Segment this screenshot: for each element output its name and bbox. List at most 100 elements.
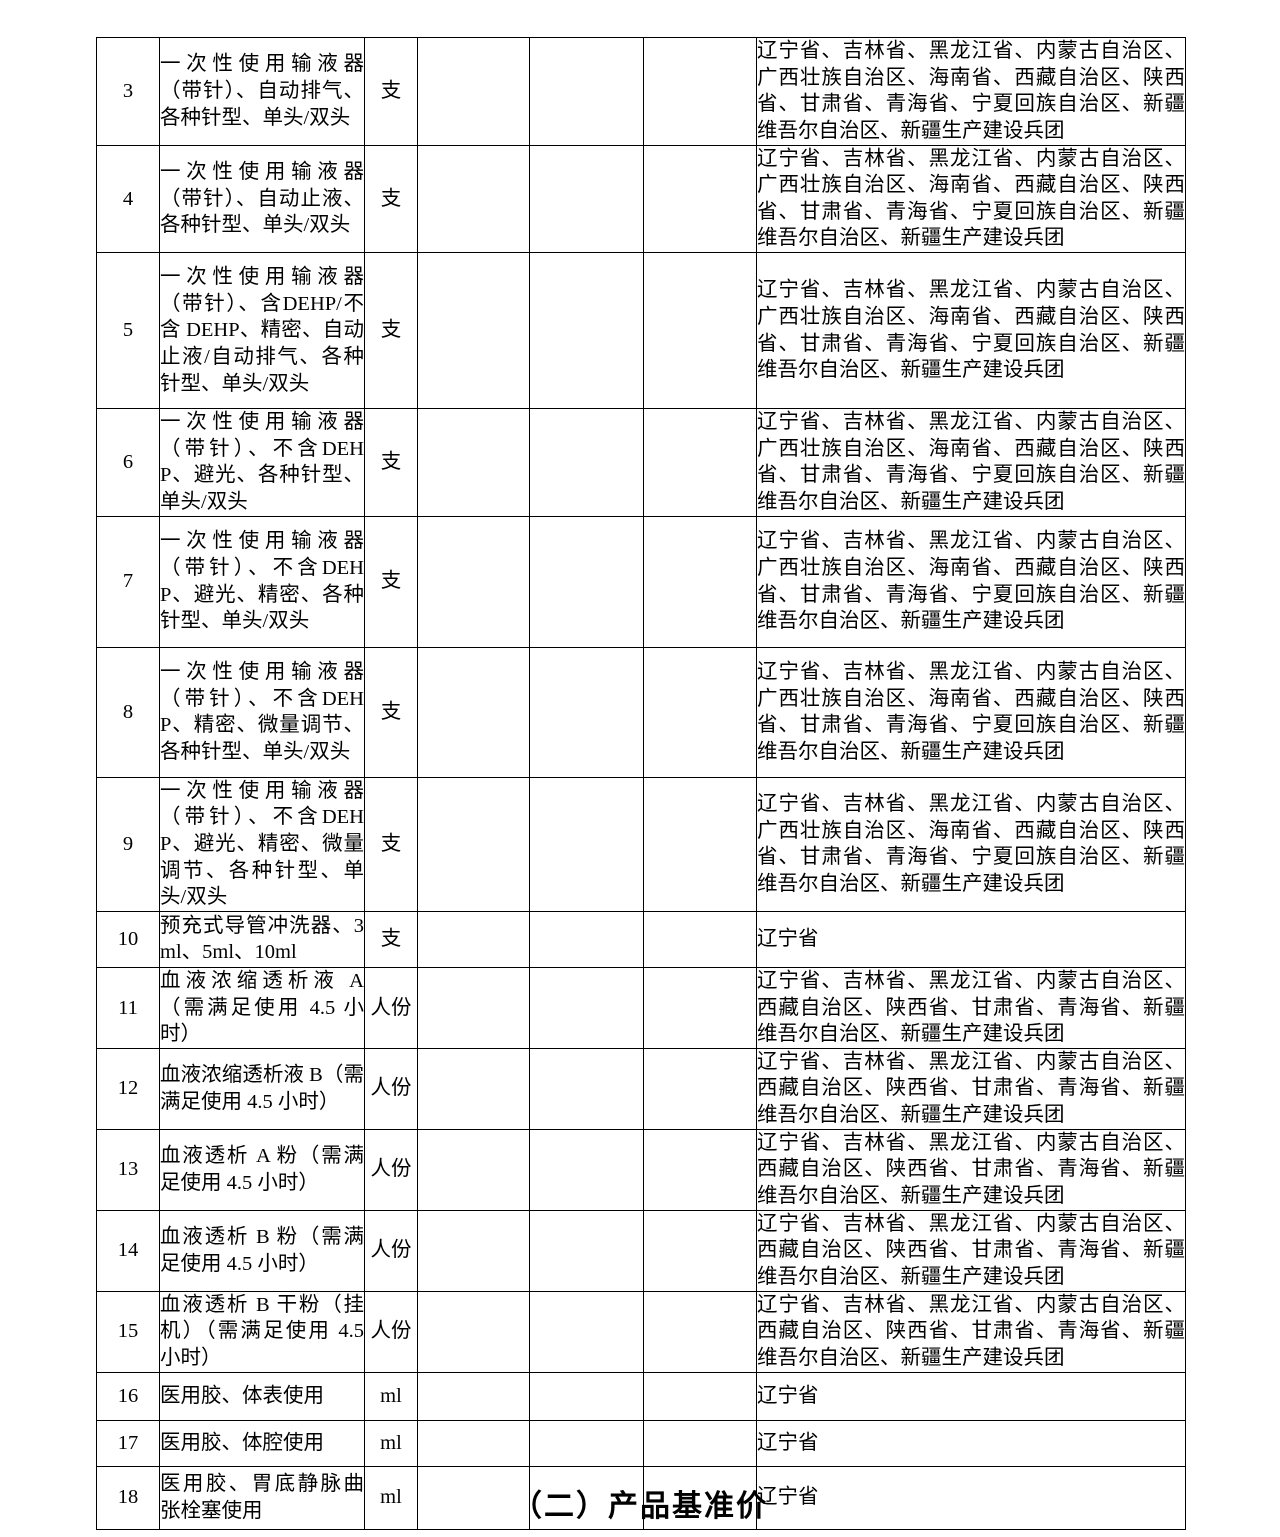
empty-cell-2 <box>529 1419 644 1467</box>
unit-cell: 支 <box>364 408 418 517</box>
provinces-cell: 辽宁省 <box>756 1465 1186 1530</box>
empty-cell-1 <box>417 1371 530 1421</box>
product-name: 医用胶、体表使用 <box>159 1371 365 1421</box>
empty-cell-2 <box>529 1047 644 1130</box>
row-index: 6 <box>96 408 160 517</box>
empty-cell-2 <box>529 515 644 648</box>
unit-cell: ml <box>364 1465 418 1530</box>
empty-cell-3 <box>643 910 757 968</box>
unit-cell: 人份 <box>364 1209 418 1292</box>
product-name: 血液透析 A 粉（需满足使用 4.5 小时） <box>159 1128 365 1211</box>
empty-cell-2 <box>529 1128 644 1211</box>
empty-cell-2 <box>529 910 644 968</box>
empty-cell-3 <box>643 646 757 778</box>
table-row: 16 医用胶、体表使用 ml 辽宁省 <box>96 1371 1186 1421</box>
row-index: 7 <box>96 515 160 648</box>
product-name: 一次性使用输液器（带针）、不含DEHP、避光、精密、微量调节、各种针型、单头/双… <box>159 776 365 912</box>
empty-cell-2 <box>529 144 644 254</box>
empty-cell-1 <box>417 1128 530 1211</box>
table-row: 9 一次性使用输液器（带针）、不含DEHP、避光、精密、微量调节、各种针型、单头… <box>96 776 1186 912</box>
row-index: 14 <box>96 1209 160 1292</box>
empty-cell-3 <box>643 1047 757 1130</box>
empty-cell-1 <box>417 910 530 968</box>
table-row: 18 医用胶、胃底静脉曲张栓塞使用 ml 辽宁省 <box>96 1465 1186 1530</box>
row-index: 12 <box>96 1047 160 1130</box>
section-heading: （二）产品基准价 <box>512 1489 768 1524</box>
row-index: 17 <box>96 1419 160 1467</box>
table-body: 3 一次性使用输液器（带针）、自动排气、各种针型、单头/双头 支 辽宁省、吉林省… <box>96 37 1186 1530</box>
table-row: 7 一次性使用输液器（带针）、不含DEHP、避光、精密、各种针型、单头/双头 支… <box>96 515 1186 648</box>
product-name: 医用胶、体腔使用 <box>159 1419 365 1467</box>
table-row: 4 一次性使用输液器（带针）、自动止液、各种针型、单头/双头 支 辽宁省、吉林省… <box>96 144 1186 254</box>
empty-cell-2 <box>529 252 644 410</box>
table-row: 5 一次性使用输液器（带针）、含DEHP/不含 DEHP、精密、自动止液/自动排… <box>96 252 1186 410</box>
empty-cell-1 <box>417 1209 530 1292</box>
table-row: 11 血液浓缩透析液 A（需满足使用 4.5 小时） 人份 辽宁省、吉林省、黑龙… <box>96 966 1186 1049</box>
row-index: 13 <box>96 1128 160 1211</box>
unit-cell: 人份 <box>364 1290 418 1373</box>
unit-cell: 支 <box>364 646 418 778</box>
product-name: 医用胶、胃底静脉曲张栓塞使用 <box>159 1465 365 1530</box>
provinces-cell: 辽宁省、吉林省、黑龙江省、内蒙古自治区、西藏自治区、陕西省、甘肃省、青海省、新疆… <box>756 1128 1186 1211</box>
product-name: 血液透析 B 干粉（挂机）（需满足使用 4.5 小时） <box>159 1290 365 1373</box>
unit-cell: 支 <box>364 37 418 146</box>
row-index: 10 <box>96 910 160 968</box>
table-row: 10 预充式导管冲洗器、3ml、5ml、10ml 支 辽宁省 <box>96 910 1186 968</box>
unit-cell: ml <box>364 1371 418 1421</box>
table-row: 8 一次性使用输液器（带针）、不含DEHP、精密、微量调节、各种针型、单头/双头… <box>96 646 1186 778</box>
row-index: 3 <box>96 37 160 146</box>
empty-cell-3 <box>643 776 757 912</box>
empty-cell-1 <box>417 252 530 410</box>
empty-cell-1 <box>417 1047 530 1130</box>
empty-cell-2 <box>529 1290 644 1373</box>
empty-cell-3 <box>643 1290 757 1373</box>
product-name: 一次性使用输液器（带针）、不含DEHP、避光、精密、各种针型、单头/双头 <box>159 515 365 648</box>
provinces-cell: 辽宁省 <box>756 1419 1186 1467</box>
provinces-cell: 辽宁省、吉林省、黑龙江省、内蒙古自治区、广西壮族自治区、海南省、西藏自治区、陕西… <box>756 144 1186 254</box>
empty-cell-1 <box>417 37 530 146</box>
provinces-cell: 辽宁省、吉林省、黑龙江省、内蒙古自治区、广西壮族自治区、海南省、西藏自治区、陕西… <box>756 37 1186 146</box>
product-catalog-table-wrapper: 3 一次性使用输液器（带针）、自动排气、各种针型、单头/双头 支 辽宁省、吉林省… <box>96 37 1186 1530</box>
table-row: 13 血液透析 A 粉（需满足使用 4.5 小时） 人份 辽宁省、吉林省、黑龙江… <box>96 1128 1186 1211</box>
unit-cell: 支 <box>364 776 418 912</box>
provinces-cell: 辽宁省 <box>756 1371 1186 1421</box>
provinces-cell: 辽宁省、吉林省、黑龙江省、内蒙古自治区、西藏自治区、陕西省、甘肃省、青海省、新疆… <box>756 1047 1186 1130</box>
unit-cell: 人份 <box>364 1128 418 1211</box>
row-index: 18 <box>96 1465 160 1530</box>
unit-cell: 支 <box>364 144 418 254</box>
empty-cell-2 <box>529 1371 644 1421</box>
empty-cell-3 <box>643 1419 757 1467</box>
empty-cell-1 <box>417 1419 530 1467</box>
empty-cell-1 <box>417 1290 530 1373</box>
empty-cell-2 <box>529 646 644 778</box>
empty-cell-3 <box>643 966 757 1049</box>
empty-cell-2 <box>529 408 644 517</box>
table-row: 12 血液浓缩透析液 B（需满足使用 4.5 小时） 人份 辽宁省、吉林省、黑龙… <box>96 1047 1186 1130</box>
empty-cell-3 <box>643 252 757 410</box>
provinces-cell: 辽宁省、吉林省、黑龙江省、内蒙古自治区、西藏自治区、陕西省、甘肃省、青海省、新疆… <box>756 966 1186 1049</box>
empty-cell-3 <box>643 515 757 648</box>
empty-cell-2 <box>529 37 644 146</box>
empty-cell-3 <box>643 408 757 517</box>
provinces-cell: 辽宁省、吉林省、黑龙江省、内蒙古自治区、广西壮族自治区、海南省、西藏自治区、陕西… <box>756 408 1186 517</box>
empty-cell-1 <box>417 408 530 517</box>
empty-cell-3 <box>643 1128 757 1211</box>
product-name: 血液浓缩透析液 B（需满足使用 4.5 小时） <box>159 1047 365 1130</box>
empty-cell-2 <box>529 776 644 912</box>
provinces-cell: 辽宁省、吉林省、黑龙江省、内蒙古自治区、西藏自治区、陕西省、甘肃省、青海省、新疆… <box>756 1290 1186 1373</box>
empty-cell-1 <box>417 646 530 778</box>
provinces-cell: 辽宁省 <box>756 910 1186 968</box>
product-name: 血液透析 B 粉（需满足使用 4.5 小时） <box>159 1209 365 1292</box>
row-index: 9 <box>96 776 160 912</box>
empty-cell-3 <box>643 144 757 254</box>
empty-cell-1 <box>417 966 530 1049</box>
empty-cell-2 <box>529 1209 644 1292</box>
product-name: 一次性使用输液器（带针）、含DEHP/不含 DEHP、精密、自动止液/自动排气、… <box>159 252 365 410</box>
product-name: 一次性使用输液器（带针）、自动排气、各种针型、单头/双头 <box>159 37 365 146</box>
product-name: 一次性使用输液器（带针）、自动止液、各种针型、单头/双头 <box>159 144 365 254</box>
row-index: 16 <box>96 1371 160 1421</box>
provinces-cell: 辽宁省、吉林省、黑龙江省、内蒙古自治区、广西壮族自治区、海南省、西藏自治区、陕西… <box>756 252 1186 410</box>
provinces-cell: 辽宁省、吉林省、黑龙江省、内蒙古自治区、广西壮族自治区、海南省、西藏自治区、陕西… <box>756 776 1186 912</box>
empty-cell-1 <box>417 144 530 254</box>
